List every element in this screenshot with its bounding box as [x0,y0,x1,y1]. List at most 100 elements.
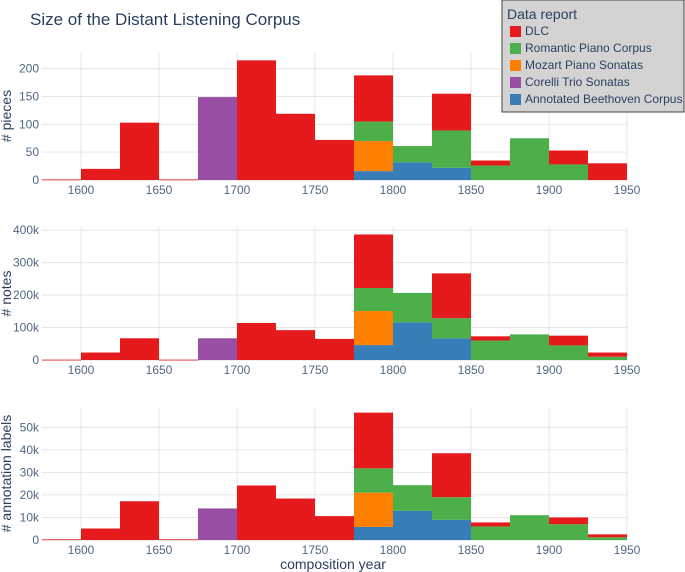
legend-item[interactable]: Mozart Piano Sonatas [510,58,643,72]
bar-romantic-piano-corpus[interactable] [549,345,588,360]
bar-romantic-piano-corpus[interactable] [471,340,510,360]
bar-romantic-piano-corpus[interactable] [510,334,549,360]
chart-title: Size of the Distant Listening Corpus [30,10,300,29]
bar-dlc[interactable] [159,179,198,181]
bar-dlc[interactable] [159,359,198,361]
bar-dlc[interactable] [237,485,276,540]
x-tick-label: 1750 [302,363,329,377]
x-tick-label: 1650 [146,543,173,557]
bar-dlc[interactable] [354,412,393,469]
x-tick-label: 1600 [68,543,95,557]
bar-annotated-beethoven-corpus[interactable] [393,510,432,540]
bar-dlc[interactable] [315,338,354,360]
bar-romantic-piano-corpus[interactable] [432,497,471,520]
bar-romantic-piano-corpus[interactable] [354,468,393,493]
bar-romantic-piano-corpus[interactable] [510,138,549,180]
bar-romantic-piano-corpus[interactable] [549,164,588,180]
bar-annotated-beethoven-corpus[interactable] [393,322,432,360]
legend-label: Corelli Trio Sonatas [525,75,630,89]
bar-annotated-beethoven-corpus[interactable] [432,338,471,360]
x-tick-label: 1600 [68,363,95,377]
bar-mozart-piano-sonatas[interactable] [354,311,393,346]
bar-annotated-beethoven-corpus[interactable] [393,162,432,180]
bar-dlc[interactable] [159,539,198,541]
bar-dlc[interactable] [354,75,393,122]
bar-romantic-piano-corpus[interactable] [432,130,471,168]
bar-dlc[interactable] [471,336,510,341]
bar-dlc[interactable] [432,453,471,498]
bar-dlc[interactable] [549,335,588,346]
bar-dlc[interactable] [432,273,471,319]
bar-dlc[interactable] [120,501,159,540]
bar-dlc[interactable] [549,150,588,165]
bar-romantic-piano-corpus[interactable] [393,485,432,511]
y-axis-title: # annotation labels [0,415,14,533]
bar-corelli-trio-sonatas[interactable] [198,338,237,360]
bar-romantic-piano-corpus[interactable] [510,515,549,540]
bar-dlc[interactable] [315,516,354,540]
legend-item[interactable]: Romantic Piano Corpus [510,41,652,55]
y-tick-label: 10k [20,510,40,524]
legend-item[interactable]: Corelli Trio Sonatas [510,75,630,89]
legend-item[interactable]: DLC [510,24,549,38]
bars [42,60,627,181]
bar-romantic-piano-corpus[interactable] [471,165,510,180]
x-tick-label: 1650 [146,363,173,377]
bar-dlc[interactable] [42,539,81,541]
bar-romantic-piano-corpus[interactable] [549,524,588,540]
y-tick-label: 150 [19,90,39,104]
legend-swatch [510,77,521,88]
bar-annotated-beethoven-corpus[interactable] [432,167,471,180]
bar-corelli-trio-sonatas[interactable] [198,508,237,540]
bar-romantic-piano-corpus[interactable] [588,537,627,540]
bar-dlc[interactable] [588,352,627,357]
y-tick-label: 50k [20,420,40,434]
bar-dlc[interactable] [588,534,627,538]
bar-dlc[interactable] [471,522,510,527]
bar-dlc[interactable] [315,139,354,180]
bar-dlc[interactable] [237,323,276,360]
bar-romantic-piano-corpus[interactable] [354,121,393,142]
bar-dlc[interactable] [81,528,120,540]
legend-swatch [510,26,521,37]
legend[interactable]: Data report DLC Romantic Piano Corpus Moza… [501,0,685,113]
bar-annotated-beethoven-corpus[interactable] [354,171,393,180]
legend-label: Mozart Piano Sonatas [525,58,643,72]
bar-mozart-piano-sonatas[interactable] [354,141,393,172]
bar-dlc[interactable] [276,498,315,540]
y-axis-title: # notes [0,271,14,317]
legend-swatch [510,60,521,71]
y-tick-label: 300k [13,256,40,270]
bar-dlc[interactable] [276,113,315,180]
legend-item[interactable]: Annotated Beethoven Corpus [510,92,682,106]
bar-dlc[interactable] [81,352,120,360]
bar-dlc[interactable] [549,517,588,525]
bar-dlc[interactable] [471,160,510,166]
legend-swatch [510,43,521,54]
bar-mozart-piano-sonatas[interactable] [354,492,393,527]
bar-romantic-piano-corpus[interactable] [471,526,510,540]
bar-corelli-trio-sonatas[interactable] [198,97,237,180]
x-tick-label: 1650 [146,183,173,197]
x-tick-label: 1800 [380,183,407,197]
bar-annotated-beethoven-corpus[interactable] [354,526,393,540]
bar-dlc[interactable] [42,179,81,181]
bar-romantic-piano-corpus[interactable] [354,287,393,312]
bar-dlc[interactable] [588,163,627,180]
bar-dlc[interactable] [237,60,276,180]
bar-dlc[interactable] [42,359,81,361]
bar-romantic-piano-corpus[interactable] [432,318,471,339]
bar-romantic-piano-corpus[interactable] [393,146,432,163]
bar-dlc[interactable] [276,330,315,360]
y-tick-label: 40k [20,443,40,457]
bar-dlc[interactable] [120,338,159,360]
bar-dlc[interactable] [354,234,393,288]
bar-annotated-beethoven-corpus[interactable] [432,519,471,540]
bar-romantic-piano-corpus[interactable] [588,356,627,360]
bar-dlc[interactable] [81,168,120,180]
bar-dlc[interactable] [120,122,159,180]
bar-annotated-beethoven-corpus[interactable] [354,345,393,360]
bar-romantic-piano-corpus[interactable] [393,292,432,323]
x-tick-label: 1950 [614,363,641,377]
bar-dlc[interactable] [432,93,471,131]
